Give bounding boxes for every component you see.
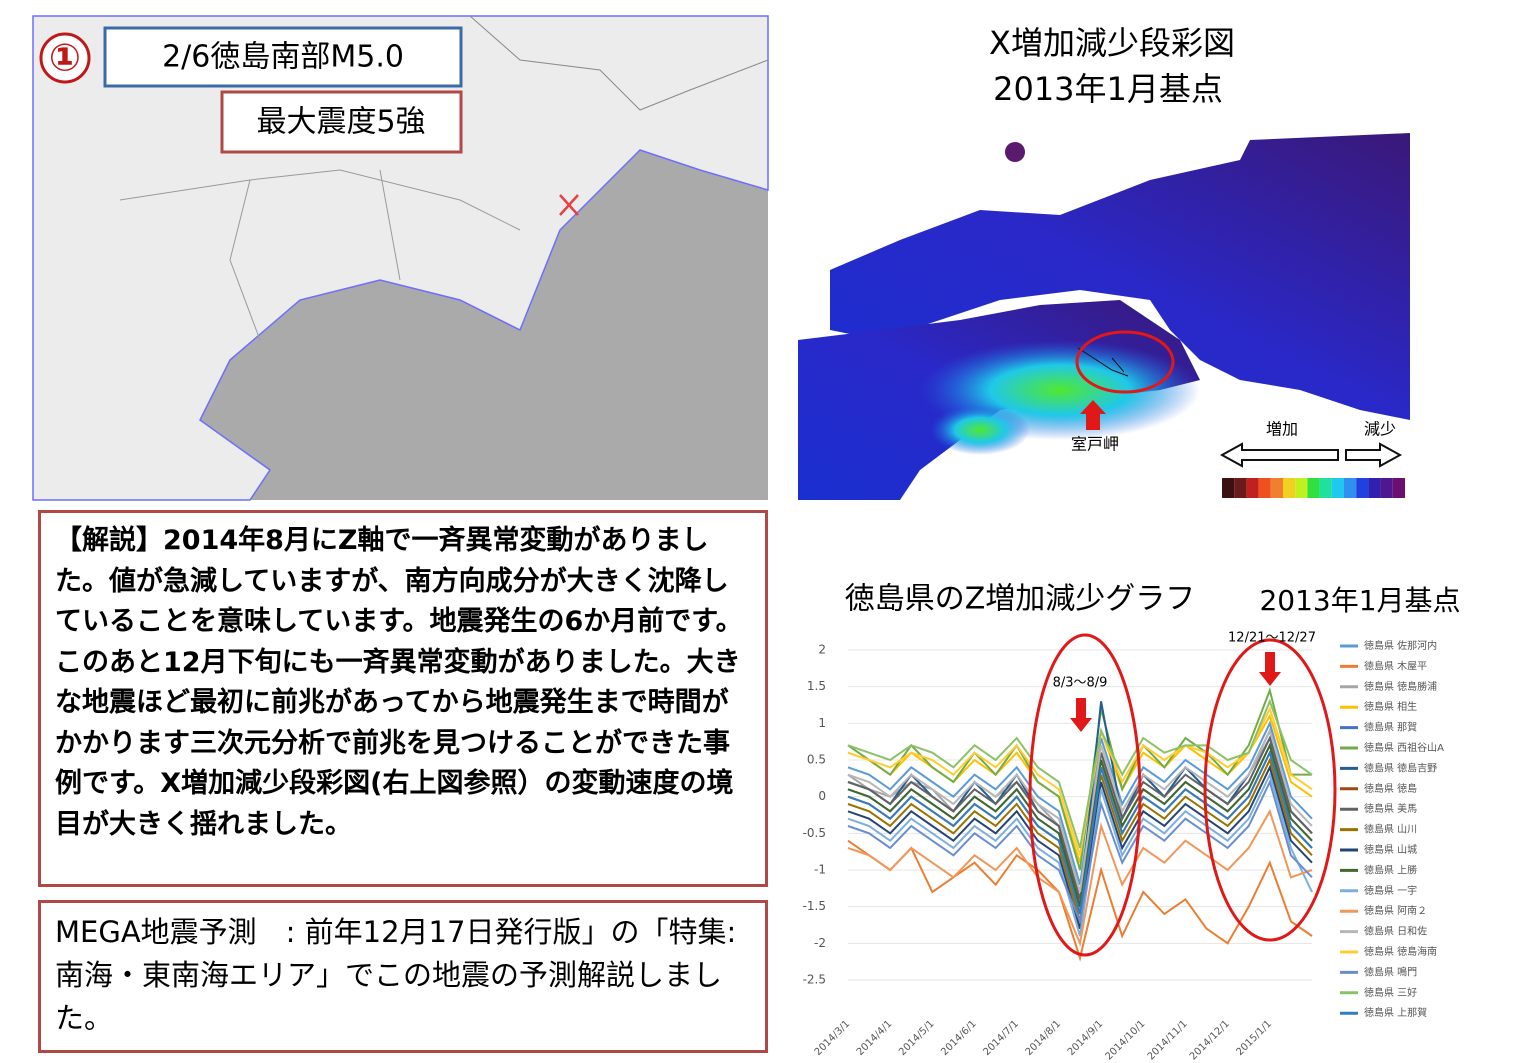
highlight [1203, 638, 1337, 942]
legend-label: 徳島県 鳴門 [1364, 965, 1417, 978]
y-tick-label: 2 [818, 643, 826, 657]
x-tick-label: 2015/1/1 [1235, 1018, 1275, 1058]
legend-label: 徳島県 上勝 [1364, 863, 1417, 876]
legend-label: 徳島県 山川 [1364, 823, 1417, 836]
scale-swatch [1380, 478, 1393, 498]
legend-label: 徳島県 山城 [1364, 843, 1417, 856]
annotation: 8/3～8/9 [1053, 676, 1108, 691]
line-chart: -2.5 -2 -1.5 -1 -0.5 0 0.5 1 1.5 2 2014/3/1 2014/4/… [803, 639, 1445, 1063]
series-line [847, 687, 1312, 871]
legend-label: 徳島県 西祖谷山A [1364, 741, 1444, 754]
x-tick-label: 2014/7/1 [981, 1018, 1021, 1058]
series-line [847, 698, 1313, 849]
legend-label: 徳島県 徳島 [1364, 782, 1417, 795]
chart-subtitle: 2013年1月基点 [1259, 584, 1460, 617]
legend-label: 徳島県 相生 [1364, 700, 1417, 713]
legend-label: 徳島県 阿南２ [1364, 904, 1427, 917]
annotation: 12/21～12/27 [1228, 631, 1316, 646]
scale-decrease: 減少 [1364, 420, 1396, 439]
intensity: 最大震度5強 [256, 105, 425, 140]
x-tick-label: 2014/6/1 [939, 1018, 979, 1058]
legend-label: 徳島県 一宇 [1364, 884, 1417, 897]
legend-label: 徳島県 徳島海南 [1364, 945, 1437, 958]
y-tick-label: -2 [814, 936, 826, 950]
scale-swatch [1246, 478, 1259, 498]
series-line [847, 742, 1313, 907]
x-tick-label: 2014/3/1 [813, 1018, 853, 1058]
scale-increase: 増加 [1266, 420, 1298, 439]
legend-label: 徳島県 徳島勝浦 [1364, 680, 1437, 693]
series-line [847, 771, 1313, 937]
chart-title: 徳島県のZ増加減少グラフ [845, 582, 1196, 617]
arrow [1259, 652, 1281, 686]
legend-label: 徳島県 日和佐 [1364, 925, 1427, 938]
series-line [847, 779, 1313, 925]
highlight [1028, 633, 1142, 957]
x-tick-label: 2014/8/1 [1024, 1018, 1064, 1058]
scale-swatch [1258, 478, 1271, 498]
series-line [847, 749, 1313, 915]
scale-swatch [1319, 478, 1332, 498]
scale-swatch [1234, 478, 1247, 498]
x-tick-label: 2014/11/1 [1146, 1018, 1190, 1062]
scale-swatch [1222, 478, 1235, 498]
scale-swatch [1295, 478, 1308, 498]
legend-label: 徳島県 那賀 [1364, 721, 1417, 734]
scale-swatch [1270, 478, 1283, 498]
scale-swatch [1368, 478, 1381, 498]
series-line [847, 705, 1313, 856]
x-tick-label: 2014/5/1 [897, 1018, 937, 1058]
note: MEGA地震予測 : 前年12月17日発行版」の「特集:南海・東南海エリア」でこ… [38, 900, 768, 1053]
x-tick-label: 2014/12/1 [1188, 1018, 1232, 1062]
legend-label: 徳島県 三好 [1364, 986, 1417, 999]
arrow [1070, 698, 1092, 732]
y-tick-label: 0 [818, 789, 826, 803]
map-title: X増加減少段彩図 [989, 24, 1235, 62]
series-line [847, 720, 1313, 885]
series-line [847, 727, 1313, 893]
y-tick-label: 1.5 [807, 679, 826, 693]
x-tick-label: 2014/10/1 [1103, 1018, 1147, 1062]
scale-swatch [1331, 478, 1344, 498]
epicenter-map [32, 15, 769, 501]
legend-label: 徳島県 木屋平 [1364, 659, 1427, 672]
scale-swatch [1344, 478, 1357, 498]
x-tick-label: 2014/9/1 [1066, 1018, 1106, 1058]
y-tick-label: 1 [818, 716, 826, 730]
x-tick-label: 2014/4/1 [855, 1018, 895, 1058]
y-tick-label: 0.5 [807, 753, 826, 767]
scale-swatch [1392, 478, 1405, 498]
heat-map [798, 133, 1410, 500]
series-line [847, 839, 1313, 962]
y-tick-label: -1 [814, 863, 826, 877]
scale-swatch [1283, 478, 1296, 498]
y-tick-label: -2.5 [803, 973, 826, 987]
legend-label: 徳島県 佐那河内 [1364, 639, 1437, 652]
event-title: 2/6徳島南部M5.0 [162, 40, 404, 75]
map-subtitle: 2013年1月基点 [993, 70, 1223, 108]
explanation: 【解説】2014年8月にZ軸で一斉異常変動がありました。値が急減していますが、南… [38, 510, 768, 887]
y-tick-label: -1.5 [803, 899, 826, 913]
series-line [847, 808, 1313, 947]
legend-label: 徳島県 美馬 [1364, 802, 1417, 815]
scale-swatch [1356, 478, 1369, 498]
legend-label: 徳島県 徳島吉野 [1364, 761, 1437, 774]
y-tick-label: -0.5 [803, 826, 826, 840]
series-line [847, 735, 1313, 900]
event-number: ① [49, 36, 81, 80]
cape-label: 室戸岬 [1071, 435, 1119, 454]
series-line [847, 764, 1313, 929]
scale-swatch [1307, 478, 1320, 498]
legend-label: 徳島県 上那賀 [1364, 1006, 1427, 1019]
